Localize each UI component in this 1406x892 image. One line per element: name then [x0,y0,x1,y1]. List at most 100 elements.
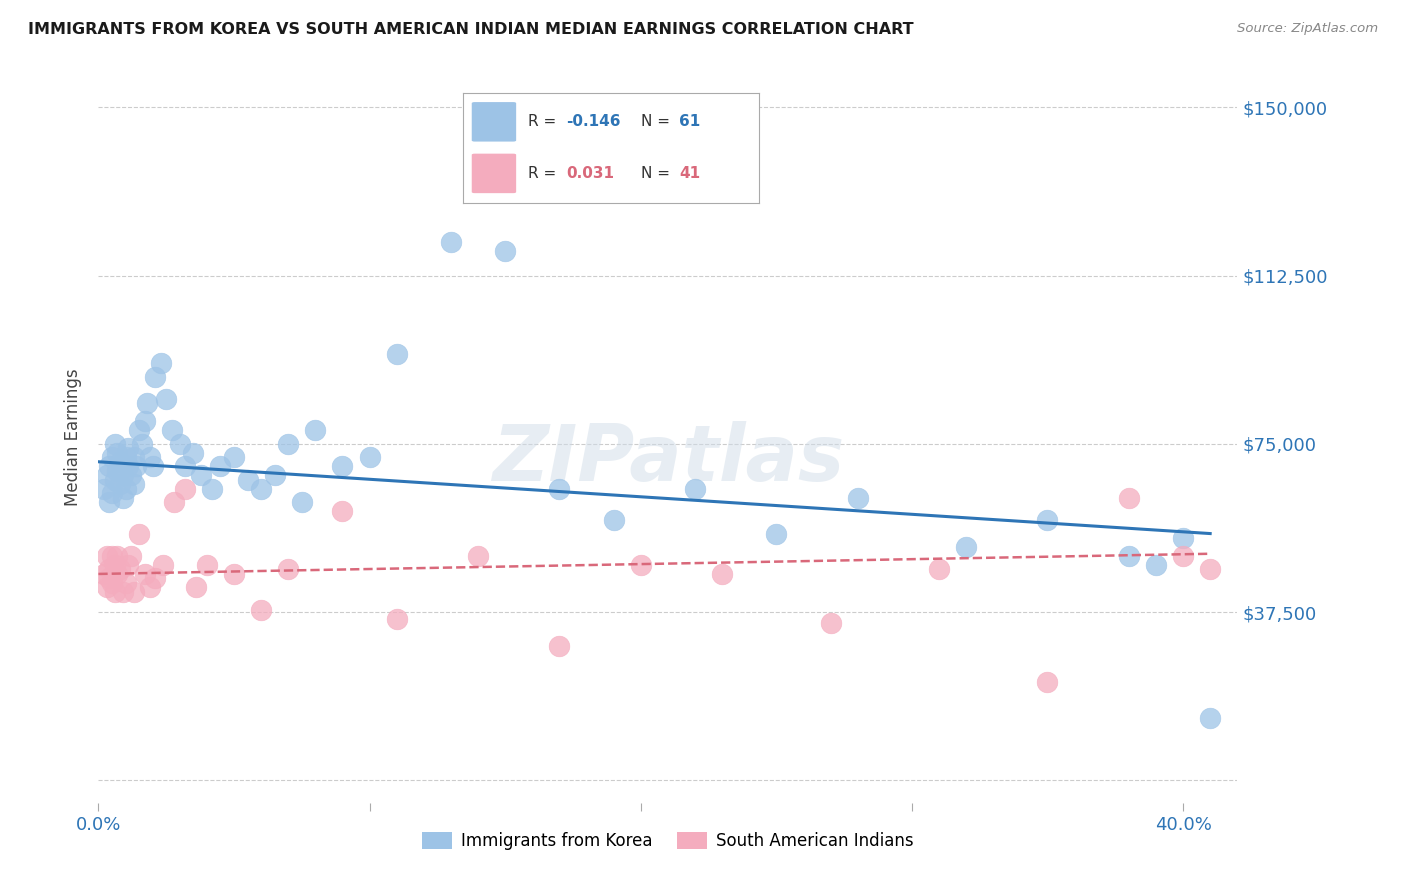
Point [122,450,145,465]
Point [928,562,950,576]
Y-axis label: Median Earnings: Median Earnings [65,368,83,506]
Point [332,459,354,474]
Point [359,450,381,465]
Legend: Immigrants from Korea, South American Indians: Immigrants from Korea, South American In… [416,825,920,856]
Point [114,450,136,465]
Point [101,450,124,465]
Point [169,437,191,451]
Point [1199,562,1222,576]
Text: Source: ZipAtlas.com: Source: ZipAtlas.com [1237,22,1378,36]
Point [114,482,136,496]
Point [494,244,516,258]
Text: ZIPatlas: ZIPatlas [492,421,844,497]
Point [122,585,145,599]
Point [548,482,571,496]
Point [128,423,150,437]
Text: IMMIGRANTS FROM KOREA VS SOUTH AMERICAN INDIAN MEDIAN EARNINGS CORRELATION CHART: IMMIGRANTS FROM KOREA VS SOUTH AMERICAN … [28,22,914,37]
Point [117,459,139,474]
Point [101,486,124,500]
Point [163,495,186,509]
Point [139,581,162,595]
Point [190,468,212,483]
Point [149,356,172,370]
Point [134,414,156,428]
Point [139,450,162,465]
Point [683,482,706,496]
Point [1118,491,1140,505]
Point [114,575,136,590]
Point [1171,531,1194,545]
Point [160,423,183,437]
Point [134,566,156,581]
Point [108,455,131,469]
Point [277,562,299,576]
Point [467,549,489,563]
Point [236,473,259,487]
Point [155,392,177,406]
Point [602,513,624,527]
Point [1036,513,1059,527]
Point [846,491,869,505]
Point [101,549,124,563]
Point [820,616,842,631]
Point [136,396,159,410]
Point [184,581,207,595]
Point [117,442,139,456]
Point [104,558,127,572]
Point [98,459,121,474]
Point [1036,674,1059,689]
Point [111,491,134,505]
Point [195,558,218,572]
Point [209,459,232,474]
Point [765,526,787,541]
Point [263,468,285,483]
Point [1144,558,1167,572]
Point [107,446,129,460]
Point [201,482,224,496]
Point [108,477,131,491]
Point [277,437,299,451]
Point [120,549,142,563]
Point [93,566,115,581]
Point [104,585,127,599]
Point [1118,549,1140,563]
Point [304,423,326,437]
Point [98,495,121,509]
Point [101,575,124,590]
Point [250,482,273,496]
Point [122,477,145,491]
Point [548,639,571,653]
Point [107,566,129,581]
Point [385,612,408,626]
Point [332,504,354,518]
Point [291,495,314,509]
Point [152,558,174,572]
Point [955,540,977,554]
Point [385,347,408,361]
Point [222,566,245,581]
Point [1199,710,1222,724]
Point [111,468,134,483]
Point [120,468,142,483]
Point [183,446,205,460]
Point [630,558,652,572]
Point [250,603,273,617]
Point [104,473,127,487]
Point [1171,549,1194,563]
Point [98,562,121,576]
Point [174,482,197,496]
Point [93,482,115,496]
Point [440,235,463,249]
Point [96,468,118,483]
Point [145,369,167,384]
Point [711,566,734,581]
Point [111,585,134,599]
Point [96,581,118,595]
Point [131,437,153,451]
Point [145,571,167,585]
Point [108,562,131,576]
Point [125,459,148,474]
Point [104,437,127,451]
Point [222,450,245,465]
Point [107,549,129,563]
